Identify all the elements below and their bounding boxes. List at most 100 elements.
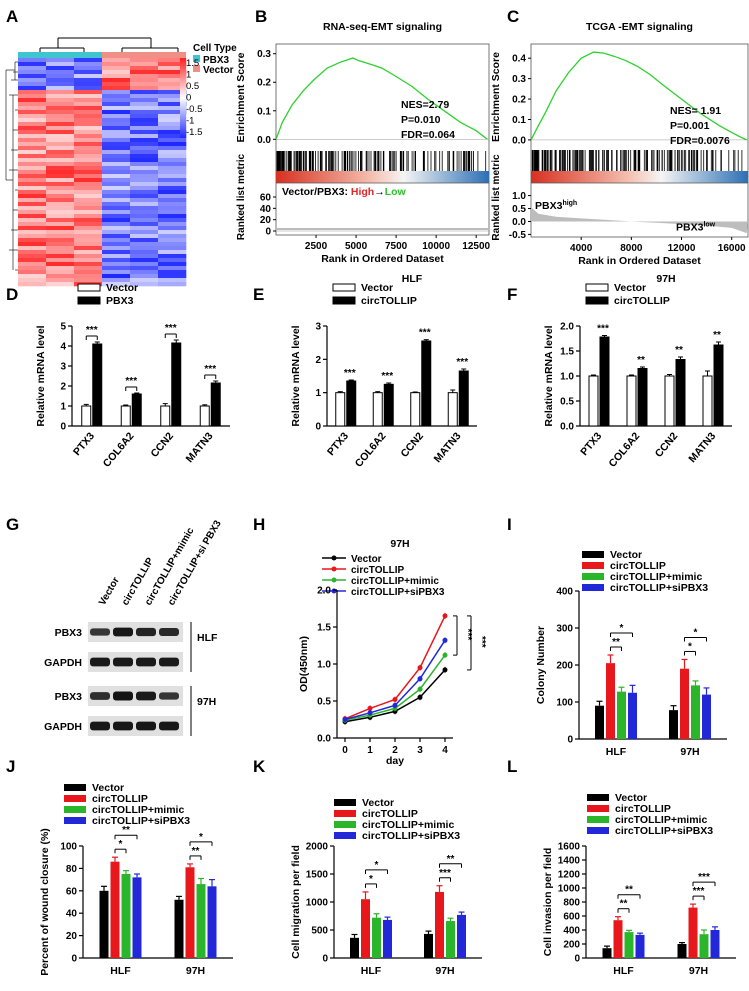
heatmap-cell <box>18 130 47 135</box>
y-tick-label: 0 <box>60 422 66 433</box>
heatmap-cell <box>74 262 103 267</box>
heatmap-cell <box>130 178 159 183</box>
heatmap-cell <box>130 266 159 271</box>
heatmap-cell <box>130 234 159 239</box>
legend-swatch <box>77 296 101 305</box>
heatmap-cell <box>74 122 103 127</box>
heatmap-cell <box>102 258 131 263</box>
panel-letter-D: D <box>6 285 18 304</box>
color-scale-tick: 0.5 <box>186 81 199 92</box>
heatmap-cell <box>130 150 159 155</box>
heatmap-cell <box>102 218 131 223</box>
heatmap-cell <box>102 146 131 151</box>
heatmap-cell <box>46 106 75 111</box>
heatmap-cell <box>158 150 187 155</box>
heatmap-cell <box>18 70 47 75</box>
heatmap-cell <box>158 258 187 263</box>
bar <box>424 933 433 958</box>
heatmap-cell <box>74 70 103 75</box>
heatmap-cell <box>158 274 187 279</box>
bar-panel-K: VectorcircTOLLIPcircTOLLIP+mimiccircTOLL… <box>290 797 482 977</box>
heatmap-cell <box>102 254 131 259</box>
heatmap-cell <box>18 66 47 71</box>
y-tick-label: 1 <box>60 402 66 413</box>
heatmap-cell <box>102 186 131 191</box>
heatmap-cell <box>46 266 75 271</box>
gsea-annotation: P=0.001 <box>670 120 710 132</box>
heatmap-cell <box>102 214 131 219</box>
heatmap-cell <box>130 142 159 147</box>
heatmap-cell <box>74 170 103 175</box>
heatmap-cell <box>74 138 103 143</box>
legend-swatch <box>334 832 356 839</box>
y-tick-label: 1400 <box>558 856 581 867</box>
bar <box>588 375 599 427</box>
y-tick-label: 2.0 <box>560 322 574 333</box>
legend-label: PBX3 <box>106 295 134 307</box>
sig-label: * <box>375 860 379 871</box>
heatmap-cell <box>46 146 75 151</box>
heatmap-cell <box>18 138 47 143</box>
gsea-title: RNA-seq-EMT signaling <box>323 21 442 33</box>
x-tick-label: 8000 <box>620 243 643 254</box>
heatmap-cell <box>158 222 187 227</box>
heatmap-cell <box>18 278 47 283</box>
heatmap-cell <box>102 162 131 167</box>
sig-label: *** <box>125 376 137 387</box>
heatmap-cell <box>18 262 47 267</box>
heatmap-cell <box>46 278 75 283</box>
heatmap-cell <box>158 170 187 175</box>
heatmap-cell <box>158 234 187 239</box>
heatmap-cell <box>18 110 47 115</box>
heatmap-cell <box>102 70 131 75</box>
heatmap-cell <box>130 202 159 207</box>
heatmap-cells <box>18 58 187 287</box>
y-tick-label: 0 <box>567 735 573 746</box>
heatmap-cell <box>102 242 131 247</box>
bar <box>628 692 637 739</box>
heatmap-cell <box>18 246 47 251</box>
heatmap-cell <box>158 178 187 183</box>
legend-label: circTOLLIP+mimic <box>610 571 702 583</box>
y-axis-label: Relative mRNA level <box>290 325 302 426</box>
western-blot-panel: VectorcircTOLLIPcircTOLLIP+mimiccircTOLL… <box>44 518 224 736</box>
heatmap-cell <box>102 62 131 67</box>
heatmap-cell <box>130 170 159 175</box>
legend-swatch <box>64 784 86 791</box>
y-tick-label: 400 <box>563 926 580 937</box>
legend-marker <box>331 555 337 561</box>
heatmap-cell <box>74 174 103 179</box>
heatmap-cell <box>102 110 131 115</box>
heatmap-cell <box>130 162 159 167</box>
heatmap-cell <box>130 222 159 227</box>
heatmap-cell <box>74 146 103 151</box>
legend-label: Vector <box>615 792 647 804</box>
y-tick-label: 2 <box>60 382 66 393</box>
heatmap-cell <box>102 170 131 175</box>
heatmap-cell <box>130 206 159 211</box>
legend-label-pbx3: PBX3 <box>203 55 230 66</box>
y-tick-label: 0.0 <box>512 135 526 146</box>
blot-band <box>136 627 156 637</box>
heatmap-cell <box>102 270 131 275</box>
y-tick-label: 200 <box>563 940 580 951</box>
sig-label: *** <box>86 325 98 336</box>
heatmap-cell <box>46 250 75 255</box>
heatmap-cell <box>74 82 103 87</box>
color-scale-bar <box>180 58 186 138</box>
heatmap-cell <box>18 198 47 203</box>
heatmap-cell <box>102 118 131 123</box>
legend-swatch <box>582 562 604 569</box>
panel-letter-A: A <box>6 7 18 26</box>
panel-letter-C: C <box>507 7 519 26</box>
y-tick-label: 2000 <box>306 842 329 853</box>
y-tick-label: 3 <box>60 362 66 373</box>
heatmap-cell <box>46 178 75 183</box>
y-tick-label: 0.0 <box>512 217 526 228</box>
x-tick-label: 10000 <box>422 241 450 252</box>
heatmap-cell <box>74 222 103 227</box>
group-high-name: PBX3 <box>535 200 563 212</box>
heatmap-cell <box>102 238 131 243</box>
y-tick-label: 100 <box>556 698 573 709</box>
